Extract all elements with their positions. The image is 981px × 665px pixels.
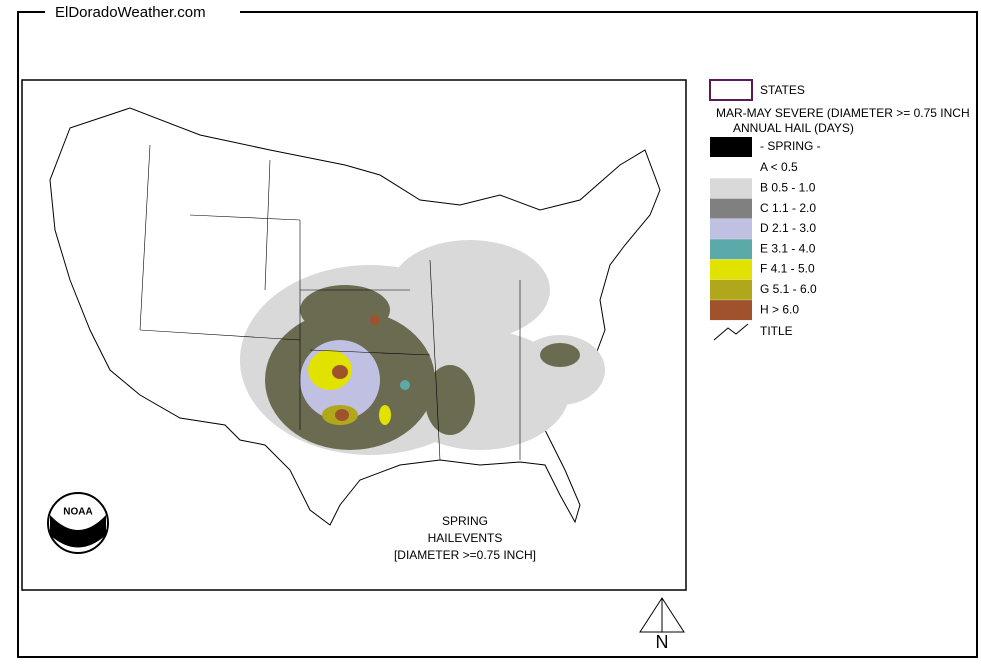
map-caption: SPRING xyxy=(442,514,488,528)
map: NOAA SPRING HAILEVENTS [DIAMETER >=0.75 … xyxy=(47,107,661,562)
legend-swatch xyxy=(710,279,752,300)
outer-frame xyxy=(17,11,978,658)
legend-swatch xyxy=(710,198,752,219)
zone-c xyxy=(425,365,475,435)
legend-heading: ANNUAL HAIL (DAYS) xyxy=(733,121,854,135)
legend-label: H > 6.0 xyxy=(760,302,799,316)
legend-swatch xyxy=(710,239,752,260)
zone-b xyxy=(515,335,605,405)
legend-label: D 2.1 - 3.0 xyxy=(760,221,816,235)
legend-line-icon xyxy=(713,323,749,341)
map-caption: HAILEVENTS xyxy=(428,531,503,545)
legend-label: TITLE xyxy=(760,324,793,338)
zone-b xyxy=(390,240,550,340)
legend-heading: MAR-MAY SEVERE (DIAMETER >= 0.75 INCH xyxy=(716,106,970,120)
legend-label: E 3.1 - 4.0 xyxy=(760,241,816,255)
legend-label: G 5.1 - 6.0 xyxy=(760,282,817,296)
legend-label: F 4.1 - 5.0 xyxy=(760,262,815,276)
title-backdrop xyxy=(45,4,240,22)
noaa-logo: NOAA xyxy=(47,492,109,554)
north-label: N xyxy=(656,632,669,652)
legend-label: B 0.5 - 1.0 xyxy=(760,180,816,194)
legend-label: STATES xyxy=(760,83,805,97)
svg-text:NOAA: NOAA xyxy=(63,507,92,518)
legend-label: A < 0.5 xyxy=(760,160,798,174)
state-lines xyxy=(139,144,521,461)
legend-swatch xyxy=(710,300,752,321)
legend-swatch xyxy=(710,259,752,280)
legend-swatch xyxy=(710,137,752,157)
site-title: ElDoradoWeather.com xyxy=(55,4,206,21)
zone-h xyxy=(370,315,380,325)
zone-f xyxy=(308,350,352,390)
legend-swatch xyxy=(709,79,753,101)
map-caption: [DIAMETER >=0.75 INCH] xyxy=(394,548,536,562)
zone-c xyxy=(300,285,390,335)
legend-label: C 1.1 - 2.0 xyxy=(760,201,816,215)
zone-h xyxy=(335,409,349,421)
zone-e xyxy=(400,380,410,390)
legend: STATES MAR-MAY SEVERE (DIAMETER >= 0.75 I… xyxy=(709,79,970,341)
north-arrow: N xyxy=(639,597,685,652)
zone-f xyxy=(379,405,391,425)
legend-swatch xyxy=(710,218,752,239)
zone-c xyxy=(540,343,580,367)
legend-swatch xyxy=(710,178,752,199)
legend-label: - SPRING - xyxy=(760,139,821,153)
zone-h xyxy=(332,365,348,379)
